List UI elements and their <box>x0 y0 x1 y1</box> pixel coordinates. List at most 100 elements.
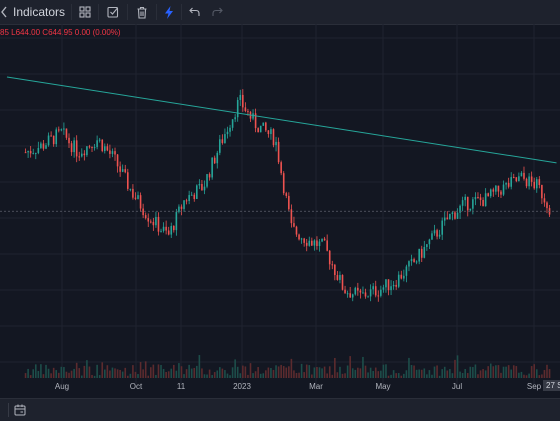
volume-bar <box>308 365 311 378</box>
candle-body <box>24 152 27 154</box>
goto-date-button[interactable] <box>14 403 26 421</box>
candle-body <box>170 226 173 235</box>
volume-bar <box>244 366 247 378</box>
candle-body <box>86 146 88 156</box>
volume-bar <box>497 365 500 378</box>
volume-bar <box>464 369 466 378</box>
volume-bar <box>137 374 139 378</box>
chart-toolbar: Indicators <box>0 0 560 25</box>
volume-bar <box>395 373 397 378</box>
volume-bar <box>349 356 351 378</box>
redo-button[interactable] <box>206 1 228 23</box>
volume-bar <box>507 365 510 378</box>
volume-bar <box>180 366 183 378</box>
candle-body <box>482 199 484 207</box>
volume-bar <box>410 365 413 378</box>
volume-bar <box>55 370 58 378</box>
candle-body <box>167 230 170 235</box>
candle-body <box>541 185 543 199</box>
price-chart[interactable] <box>0 24 560 384</box>
volume-bar <box>150 367 152 378</box>
candle-body <box>52 135 55 145</box>
volume-bar <box>326 373 328 378</box>
candle-body <box>96 140 98 148</box>
alert-button[interactable] <box>99 1 127 23</box>
volume-bar <box>60 366 63 378</box>
candle-body <box>477 196 479 198</box>
candle-body <box>464 196 466 201</box>
volume-bar <box>479 370 482 378</box>
replay-button[interactable] <box>157 1 181 23</box>
indicators-button[interactable]: Indicators <box>0 1 71 23</box>
volume-bar <box>173 364 175 378</box>
candle-body <box>29 151 32 154</box>
candle-body <box>213 157 216 164</box>
volume-bar <box>546 364 548 378</box>
candle-body <box>497 185 500 192</box>
candle-body <box>119 166 121 172</box>
undo-button[interactable] <box>182 1 206 23</box>
volume-bar <box>34 364 37 378</box>
candle-body <box>262 122 265 126</box>
volume-bar <box>134 371 137 378</box>
volume-bar <box>303 372 305 378</box>
candle-body <box>413 259 415 263</box>
volume-bar <box>226 373 229 378</box>
candle-body <box>328 250 331 265</box>
trendline <box>6 76 557 164</box>
volume-bar <box>167 371 170 378</box>
volume-bar <box>441 369 443 378</box>
time-axis[interactable]: Aug Oct 11 2023 Mar May Jul Sep 27 S <box>0 378 560 394</box>
volume-bar <box>433 366 436 378</box>
volume-bar <box>354 369 357 378</box>
volume-bar <box>93 375 96 378</box>
candle-body <box>265 122 267 131</box>
volume-bar <box>512 365 515 378</box>
volume-bar <box>484 370 487 378</box>
candle-body <box>144 215 147 219</box>
candle-body <box>472 199 474 209</box>
volume-bar <box>369 367 372 378</box>
candle-body <box>535 179 538 189</box>
candle-body <box>178 206 180 212</box>
candle-body <box>392 284 395 287</box>
volume-bar <box>147 375 150 378</box>
volume-bar <box>451 373 454 378</box>
candle-body <box>40 143 42 148</box>
volume-bar <box>285 367 288 378</box>
delete-button[interactable] <box>128 1 156 23</box>
candle-body <box>303 238 305 243</box>
candle-body <box>206 174 208 187</box>
volume-bar <box>132 365 134 378</box>
candle-body <box>83 153 86 156</box>
volume-bar <box>525 375 528 378</box>
templates-button[interactable] <box>72 1 98 23</box>
volume-bar <box>533 364 536 378</box>
volume-bar <box>403 373 405 378</box>
candle-body <box>173 226 175 231</box>
volume-bar <box>183 374 185 378</box>
candle-body <box>50 135 52 137</box>
volume-bar <box>362 356 364 378</box>
volume-bar <box>382 364 385 378</box>
chart-canvas[interactable] <box>0 24 560 384</box>
volume-bar <box>530 366 533 378</box>
candle-body <box>451 212 454 215</box>
volume-bar <box>83 365 86 378</box>
bottom-toolbar <box>0 398 560 421</box>
candle-body <box>150 221 152 223</box>
volume-bar <box>300 363 303 378</box>
volume-bar <box>515 366 518 378</box>
x-tick-label: 2023 <box>233 382 251 391</box>
candle-body <box>242 94 244 108</box>
volume-bar <box>459 371 461 378</box>
replay-lightning-icon <box>164 5 174 19</box>
candle-body <box>75 140 78 157</box>
candle-body <box>93 147 96 149</box>
candle-body <box>88 146 91 148</box>
volume-bar <box>144 361 147 378</box>
candle-body <box>443 217 446 221</box>
volume-bar <box>469 366 472 378</box>
legend-low-value: 644.00 <box>15 28 41 37</box>
candle-body <box>229 127 231 132</box>
